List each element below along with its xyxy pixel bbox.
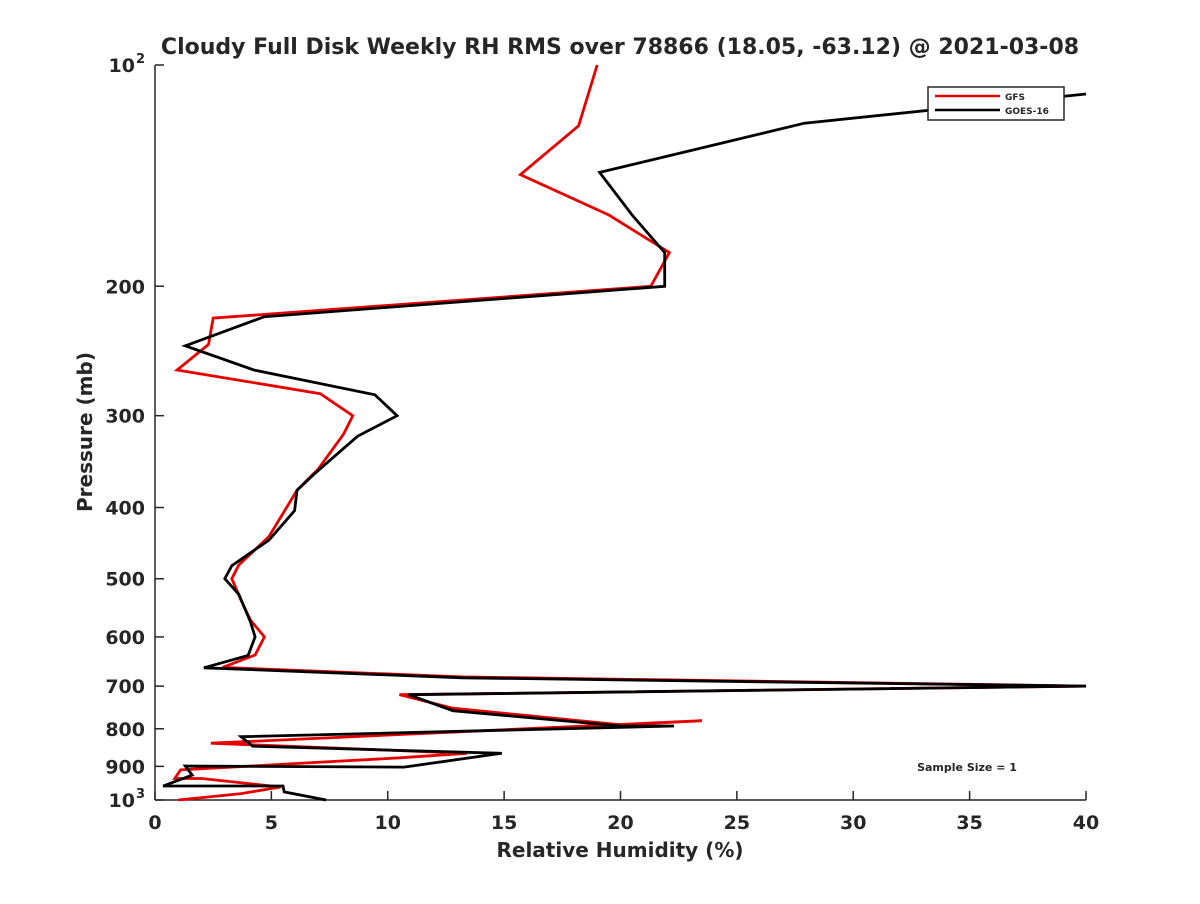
x-tick-label: 0 (148, 812, 161, 834)
y-tick-label: 900 (105, 756, 145, 778)
sample-size-annotation: Sample Size = 1 (917, 761, 1017, 774)
plot-lines (162, 64, 1087, 802)
chart-title: Cloudy Full Disk Weekly RH RMS over 7886… (161, 35, 1079, 60)
y-tick-label: 400 (105, 498, 145, 520)
x-tick-label: 30 (840, 812, 866, 834)
legend-box (927, 86, 1065, 121)
series-line-goes16 (162, 92, 1087, 802)
x-tick-label: 15 (491, 812, 517, 834)
y-tick-label: 800 (105, 719, 145, 741)
y-tick-label: 10 (109, 790, 135, 812)
y-tick-exponent: 3 (136, 787, 145, 802)
y-tick-label: 700 (105, 676, 145, 698)
series-line-gfs (172, 64, 1087, 802)
y-tick-label: 200 (105, 276, 145, 298)
x-tick-label: 40 (1073, 812, 1099, 834)
y-tick-label: 300 (105, 406, 145, 428)
x-tick-label: 35 (956, 812, 982, 834)
y-tick-exponent: 2 (136, 52, 145, 67)
x-tick-label: 10 (375, 812, 401, 834)
y-tick-label: 10 (109, 55, 135, 77)
y-tick-label: 600 (105, 627, 145, 649)
y-axis-label: Pressure (mb) (73, 352, 97, 512)
x-axis-label: Relative Humidity (%) (496, 838, 743, 862)
x-tick-label: 25 (724, 812, 750, 834)
legend-label-goes16: GOES-16 (1005, 107, 1049, 117)
legend: GFS GOES-16 (927, 86, 1065, 121)
x-tick-label: 20 (607, 812, 633, 834)
y-tick-label: 500 (105, 569, 145, 591)
x-tick-label: 5 (265, 812, 278, 834)
legend-label-gfs: GFS (1005, 93, 1025, 103)
